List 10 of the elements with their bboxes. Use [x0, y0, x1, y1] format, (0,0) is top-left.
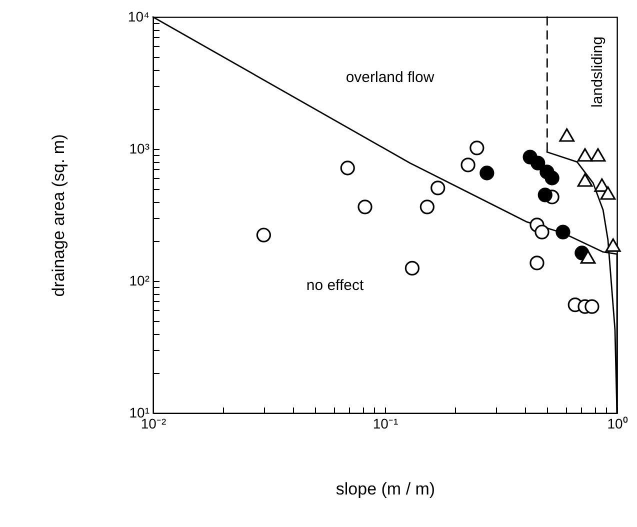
y-tick-label: 10³ [129, 140, 150, 156]
y-tick-label: 10² [129, 272, 150, 288]
annotation: overland flow [346, 69, 434, 86]
annotation: landsliding [589, 36, 606, 108]
y-tick-label: 10⁴ [128, 8, 150, 24]
y-axis-title: drainage area (sq. m) [48, 134, 68, 297]
x-axis-title: slope (m / m) [336, 480, 436, 498]
annotation: no effect [306, 277, 364, 294]
x-tick-label: 10⁻¹ [372, 416, 398, 432]
x-tick-label: 10⁰ [607, 416, 628, 432]
